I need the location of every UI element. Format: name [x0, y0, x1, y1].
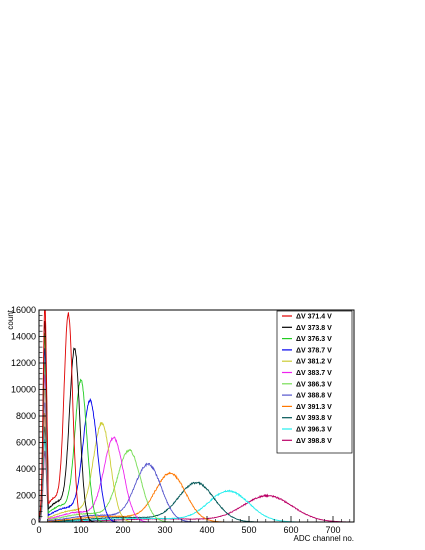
series-line	[39, 426, 354, 522]
plot-area	[38, 309, 355, 523]
legend-label: ΔV 376.3 V	[296, 336, 332, 343]
legend-label: ΔV 398.8 V	[296, 438, 332, 445]
legend-label: ΔV 393.8 V	[296, 415, 332, 422]
legend-label: ΔV 391.3 V	[296, 404, 332, 411]
legend-label: ΔV 378.7 V	[296, 347, 332, 354]
legend-label: ΔV 383.7 V	[296, 370, 332, 377]
x-tick-label: 600	[283, 525, 298, 535]
x-tick-label: 0	[36, 525, 41, 535]
legend-label: ΔV 386.3 V	[296, 381, 332, 388]
legend-label: ΔV 373.8 V	[296, 325, 332, 332]
y-tick-label: 2000	[16, 491, 36, 501]
legend-label: ΔV 388.8 V	[296, 393, 332, 400]
legend-label: ΔV 381.2 V	[296, 359, 332, 366]
legend: ΔV 371.4 V ΔV 373.8 V ΔV 376.3 V ΔV 378.7 V…	[276, 310, 353, 454]
y-tick-label: 16000	[11, 305, 36, 315]
series-line	[39, 320, 354, 522]
x-tick-label: 200	[115, 525, 130, 535]
x-tick-label: 400	[199, 525, 214, 535]
series-line	[39, 363, 354, 522]
series-line	[39, 333, 354, 522]
y-axis-title: count	[6, 309, 15, 329]
y-tick-label: 4000	[16, 464, 36, 474]
legend-label: ΔV 371.4 V	[296, 314, 332, 321]
y-tick-label: 0	[31, 517, 36, 527]
y-tick-label: 10000	[11, 385, 36, 395]
y-tick-label: 6000	[16, 438, 36, 448]
series-line	[39, 348, 354, 522]
y-axis: 0 2000 4000 6000 8000 10000 12000 14000 16000	[11, 305, 46, 527]
y-tick-label: 14000	[11, 332, 36, 342]
x-tick-label: 100	[73, 525, 88, 535]
series-line	[39, 413, 354, 522]
x-axis-title: ADC channel no.	[294, 534, 354, 543]
y-tick-label: 12000	[11, 358, 36, 368]
series-line	[39, 374, 354, 522]
legend-label: ΔV 396.3 V	[296, 427, 332, 434]
x-axis: 0 100 200 300 400 500 600 700	[36, 516, 351, 535]
x-tick-label: 300	[157, 525, 172, 535]
y-tick-label: 8000	[16, 411, 36, 421]
x-tick-label: 700	[325, 525, 340, 535]
series-line	[39, 388, 354, 522]
x-tick-label: 500	[241, 525, 256, 535]
